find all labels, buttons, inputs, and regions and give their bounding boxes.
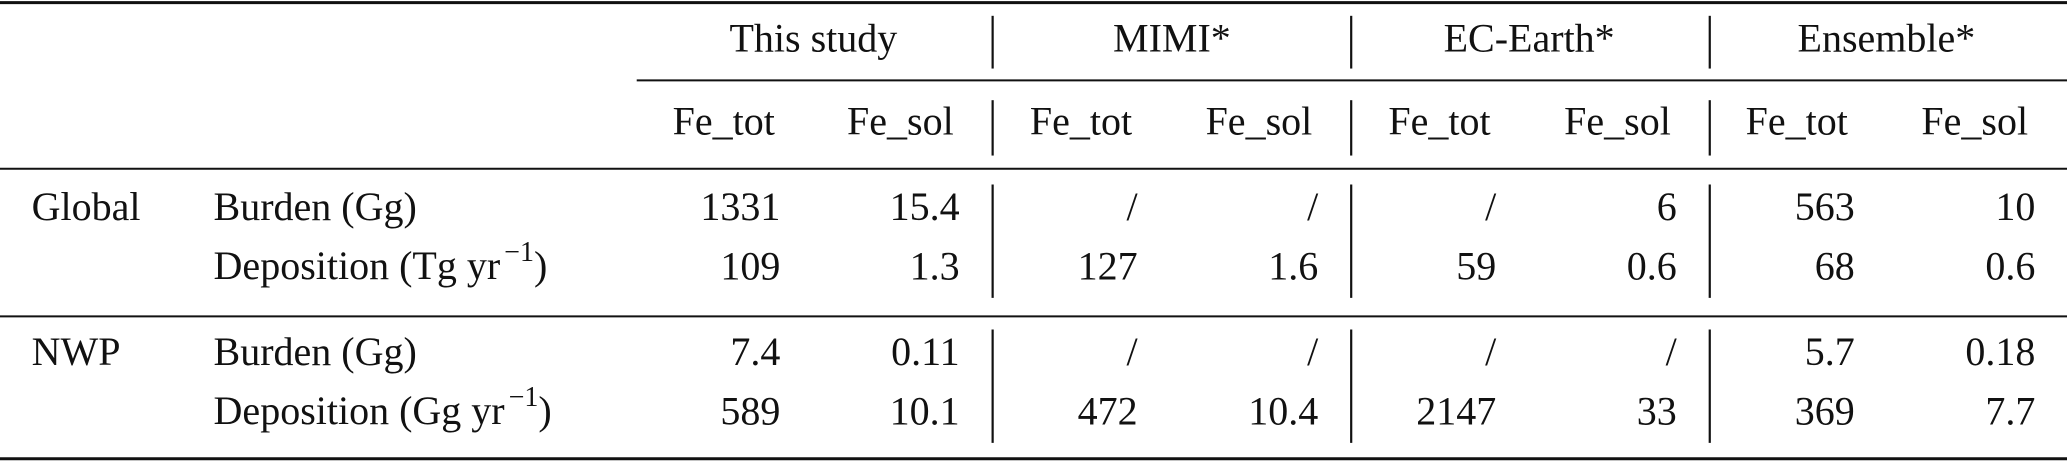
group-header: Ensemble* (1798, 15, 1976, 60)
column-header: Fe_sol (1564, 98, 1671, 143)
cell-value: 472 (1078, 388, 1138, 433)
cell-value: 7.7 (1985, 388, 2035, 433)
cell-value: / (1127, 184, 1139, 229)
cell-value: 6 (1657, 184, 1677, 229)
column-header: Fe_tot (673, 98, 775, 143)
cell-value: 68 (1815, 243, 1855, 288)
cell-value: 59 (1456, 243, 1496, 288)
row-label: Deposition (Tg yr −1) (214, 237, 548, 288)
cell-value: 369 (1795, 388, 1855, 433)
cell-value: / (1485, 184, 1497, 229)
cell-value: 0.18 (1965, 329, 2035, 374)
cell-value: 589 (720, 388, 780, 433)
cell-value: 109 (720, 243, 780, 288)
cell-value: 1331 (700, 184, 780, 229)
label-part: ) (534, 243, 547, 288)
cell-value: 5.7 (1805, 329, 1855, 374)
group-header: EC-Earth* (1444, 15, 1615, 60)
row-label: Deposition (Gg yr −1) (214, 382, 552, 433)
cell-value: 1.3 (910, 243, 960, 288)
cell-value: / (1666, 329, 1678, 374)
exponent: −1 (509, 382, 539, 413)
region-label: NWP (32, 329, 121, 374)
region-label: Global (32, 184, 141, 229)
column-header: Fe_tot (1746, 98, 1848, 143)
row-label: Burden (Gg) (214, 329, 417, 374)
cell-value: 0.6 (1985, 243, 2035, 288)
cell-value: 1.6 (1268, 243, 1318, 288)
column-header: Fe_sol (1921, 98, 2028, 143)
cell-value: 10.4 (1248, 388, 1318, 433)
cell-value: / (1307, 329, 1319, 374)
exponent: −1 (504, 237, 534, 268)
column-header: Fe_sol (847, 98, 954, 143)
cell-value: 2147 (1416, 388, 1496, 433)
group-header: MIMI* (1113, 15, 1231, 60)
cell-value: / (1485, 329, 1497, 374)
cell-value: 7.4 (730, 329, 780, 374)
label-part: Deposition (Tg yr (214, 243, 501, 288)
cell-value: 10 (1995, 184, 2035, 229)
label-part: Burden (Gg) (214, 184, 417, 229)
column-header: Fe_sol (1206, 98, 1313, 143)
cell-value: 563 (1795, 184, 1855, 229)
cell-value: 15.4 (890, 184, 960, 229)
cell-value: 10.1 (890, 388, 960, 433)
cell-value: / (1127, 329, 1139, 374)
label-part: Deposition (Gg yr (214, 388, 505, 433)
cell-value: 127 (1078, 243, 1138, 288)
label-part: Burden (Gg) (214, 329, 417, 374)
cell-value: 0.11 (891, 329, 960, 374)
column-header: Fe_tot (1388, 98, 1490, 143)
column-header: Fe_tot (1030, 98, 1132, 143)
row-label: Burden (Gg) (214, 184, 417, 229)
group-header: This study (729, 15, 897, 60)
label-part: ) (538, 388, 551, 433)
cell-value: 33 (1637, 388, 1677, 433)
cell-value: 0.6 (1627, 243, 1677, 288)
cell-value: / (1307, 184, 1319, 229)
